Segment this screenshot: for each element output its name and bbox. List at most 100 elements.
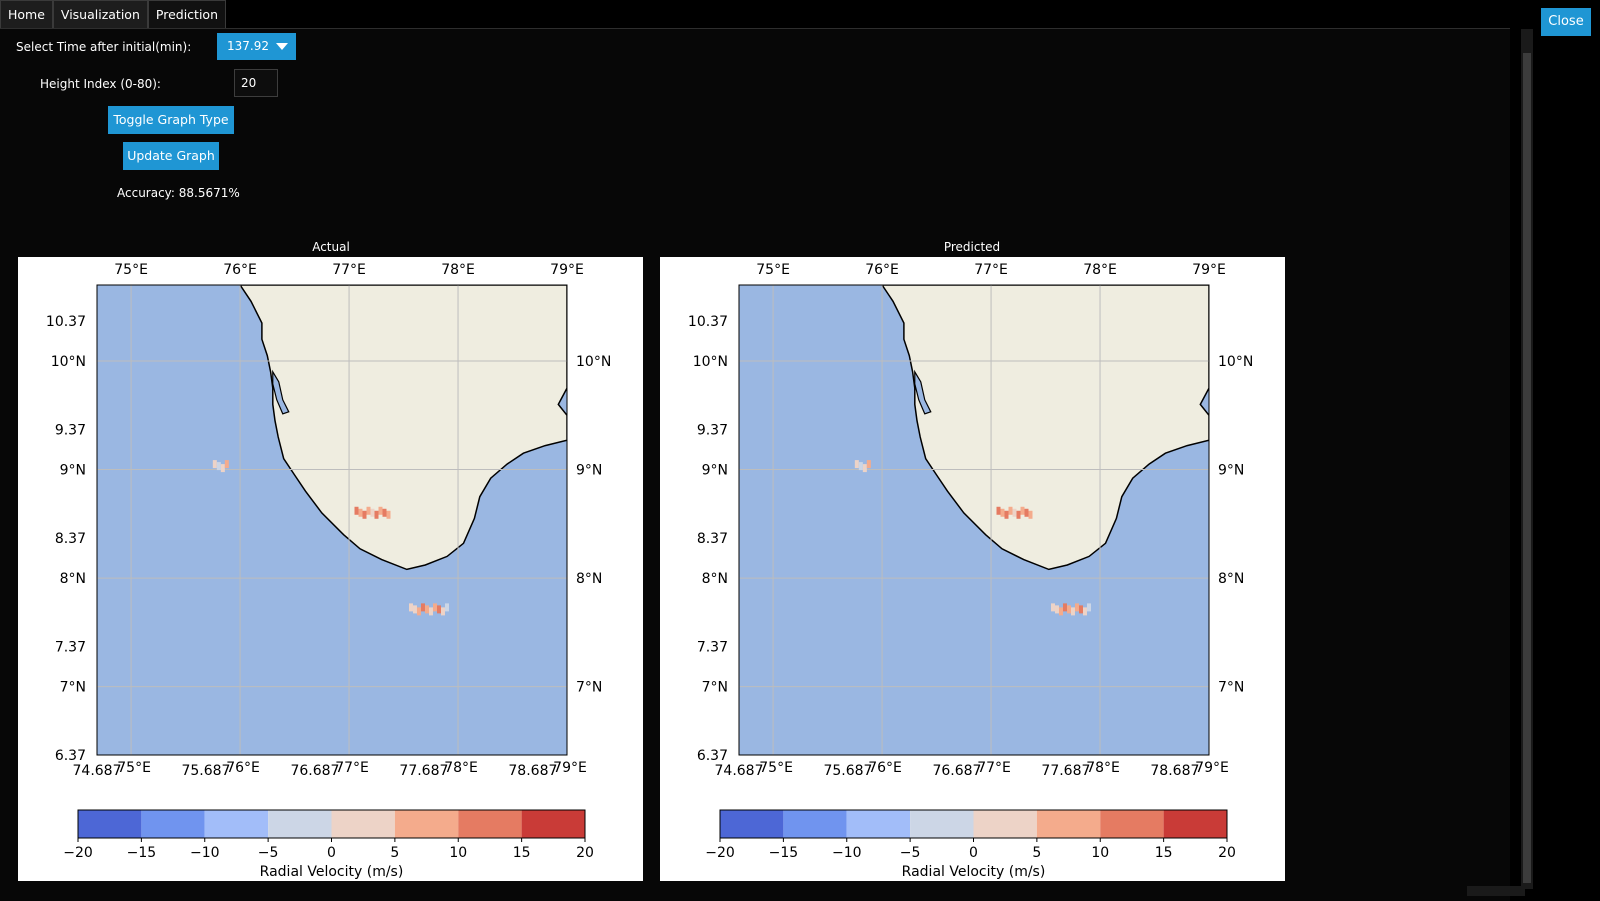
velocity-echo (420, 603, 425, 612)
velocity-echo (854, 460, 859, 469)
tab-visualization[interactable]: Visualization (52, 0, 148, 28)
time-label: Select Time after initial(min): (16, 40, 192, 54)
map-frame (96, 284, 568, 756)
numeric-tick-bottom: 75.687 (823, 763, 872, 779)
lat-tick-left: 10°N (693, 354, 728, 370)
colorbar-tick-label: −20 (63, 845, 93, 861)
lat-tick-left: 8°N (60, 571, 86, 587)
lon-tick-bottom: 76°E (868, 760, 902, 776)
velocity-echo (1012, 508, 1017, 517)
numeric-tick-bottom: 74.687 (715, 763, 764, 779)
colorbar-tick-label: 10 (449, 845, 467, 861)
velocity-echo (370, 508, 375, 517)
chevron-down-icon (276, 43, 288, 50)
colorbar-tick-label: −10 (832, 845, 862, 861)
backwater-lake (272, 369, 290, 415)
actual-plot-title: Actual (312, 240, 350, 254)
velocity-echo (220, 464, 225, 473)
colorbar-bin (331, 810, 395, 838)
colorbar-bin (521, 810, 585, 838)
colorbar-bin (141, 810, 205, 838)
colorbar-tick-label: −10 (190, 845, 220, 861)
velocity-echo (374, 510, 379, 519)
velocity-echo (224, 460, 229, 469)
lon-tick-bottom: 76°E (226, 760, 260, 776)
colorbar-tick-label: −15 (769, 845, 799, 861)
velocity-echo (862, 464, 867, 473)
lon-tick-bottom: 75°E (117, 760, 151, 776)
accuracy-text: Accuracy: 88.5671% (117, 186, 240, 200)
time-dropdown[interactable]: 137.92 (217, 33, 296, 60)
numeric-tick-left: 8.37 (55, 531, 86, 547)
vertical-scrollbar[interactable] (1521, 29, 1533, 889)
lat-tick-left: 7°N (702, 680, 728, 696)
numeric-tick-left: 6.37 (55, 748, 86, 764)
velocity-echo (440, 607, 445, 616)
time-dropdown-value: 137.92 (227, 39, 269, 53)
numeric-tick-left: 6.37 (697, 748, 728, 764)
velocity-echo (216, 462, 221, 471)
velocity-echo (858, 462, 863, 471)
numeric-tick-bottom: 76.687 (290, 763, 339, 779)
velocity-echo (1016, 510, 1021, 519)
velocity-echo (436, 605, 441, 614)
colorbar-tick-label: 0 (969, 845, 978, 861)
height-index-input[interactable] (234, 69, 278, 97)
velocity-echo (386, 510, 391, 519)
velocity-echo (1020, 506, 1025, 515)
lon-tick-bottom: 77°E (335, 760, 369, 776)
lon-tick-top: 79°E (1192, 262, 1226, 278)
velocity-echo (416, 607, 421, 616)
velocity-echo (1008, 506, 1013, 515)
colorbar-bin (720, 810, 784, 838)
colorbar-label: Radial Velocity (m/s) (260, 864, 404, 880)
lon-tick-bottom: 78°E (1086, 760, 1120, 776)
velocity-echo (412, 605, 417, 614)
colorbar-tick-label: 0 (327, 845, 336, 861)
scrollbar-thumb[interactable] (1523, 53, 1531, 883)
velocity-echo (1070, 607, 1075, 616)
velocity-echo (354, 506, 359, 515)
colorbar-tick-label: 5 (1032, 845, 1041, 861)
lon-tick-top: 78°E (1083, 262, 1117, 278)
horizontal-scrollbar[interactable] (1467, 886, 1525, 896)
velocity-echo (428, 607, 433, 616)
lon-tick-bottom: 78°E (444, 760, 478, 776)
lon-tick-top: 75°E (114, 262, 148, 278)
colorbar-bin (783, 810, 847, 838)
colorbar-bin (268, 810, 332, 838)
numeric-tick-bottom: 75.687 (181, 763, 230, 779)
actual-plot: 75°E 76°E 77°E 78°E 79°E 75°E 76°E 77°E 78°E 79°E… (18, 257, 643, 881)
colorbar-tick-label: 15 (1155, 845, 1173, 861)
tab-prediction[interactable]: Prediction (147, 0, 226, 28)
colorbar-tick-label: 5 (390, 845, 399, 861)
lat-tick-right: 7°N (1218, 680, 1244, 696)
velocity-echo (1082, 607, 1087, 616)
numeric-tick-left: 7.37 (55, 639, 86, 655)
predicted-plot: 75°E 76°E 77°E 78°E 79°E 75°E 76°E 77°E 78°E 79°E… (660, 257, 1285, 881)
numeric-tick-bottom: 77.687 (1041, 763, 1090, 779)
colorbar-tick-label: −5 (900, 845, 921, 861)
lat-tick-right: 8°N (1218, 571, 1244, 587)
tab-home[interactable]: Home (0, 0, 53, 28)
lat-tick-right: 9°N (1218, 463, 1244, 479)
velocity-echo (212, 460, 217, 469)
lon-tick-top: 76°E (223, 262, 257, 278)
velocity-echo (1086, 603, 1091, 612)
toggle-graph-type-button[interactable]: Toggle Graph Type (108, 106, 234, 134)
numeric-tick-left: 10.37 (46, 314, 86, 330)
lat-tick-right: 10°N (1218, 354, 1253, 370)
velocity-echo (1062, 603, 1067, 612)
velocity-echo (432, 603, 437, 612)
lat-tick-right: 7°N (576, 680, 602, 696)
velocity-echo (1054, 605, 1059, 614)
colorbar-bin (846, 810, 911, 838)
update-graph-button[interactable]: Update Graph (123, 142, 219, 170)
velocity-echo (1004, 510, 1009, 519)
colorbar-tick-label: 20 (576, 845, 594, 861)
numeric-tick-left: 8.37 (697, 531, 728, 547)
close-button[interactable]: Close (1541, 8, 1591, 36)
lon-tick-top: 79°E (550, 262, 584, 278)
colorbar-label: Radial Velocity (m/s) (902, 864, 1046, 880)
lon-tick-top: 75°E (756, 262, 790, 278)
